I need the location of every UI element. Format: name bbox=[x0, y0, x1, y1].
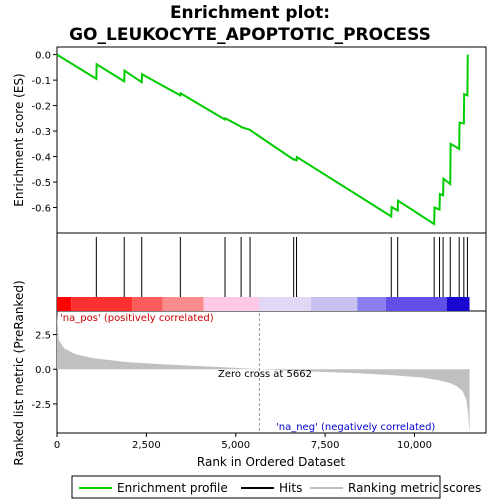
x-tick-label: 7,500 bbox=[311, 440, 340, 451]
x-tick-label: 5,000 bbox=[221, 440, 250, 451]
x-axis-ticks: 0 2,500 5,000 7,500 10,000 bbox=[54, 433, 432, 451]
es-y-tick-label: -0.2 bbox=[31, 102, 51, 113]
metric-y-tick-label: 0.0 bbox=[35, 365, 51, 376]
color-band-segment bbox=[71, 297, 133, 311]
x-tick-label: 10,000 bbox=[397, 440, 432, 451]
legend-es-label: Enrichment profile bbox=[117, 481, 228, 495]
es-panel bbox=[56, 46, 487, 234]
es-y-tick-label: -0.4 bbox=[31, 153, 51, 164]
es-y-tick-label: -0.1 bbox=[31, 76, 51, 87]
chart-title-line1: Enrichment plot: bbox=[170, 3, 330, 23]
metric-y-tick-label: -2.5 bbox=[31, 400, 51, 411]
es-y-tick-label: -0.6 bbox=[31, 204, 51, 215]
color-band-segment bbox=[446, 297, 470, 311]
x-axis-label: Rank in Ordered Dataset bbox=[197, 455, 345, 469]
color-band-segment bbox=[357, 297, 386, 311]
x-tick-label: 0 bbox=[54, 440, 60, 451]
hit-markers bbox=[95, 237, 468, 297]
ranking-color-band bbox=[57, 297, 470, 311]
color-band-segment bbox=[259, 297, 311, 311]
es-series-line bbox=[56, 53, 469, 226]
color-band-segment bbox=[203, 297, 260, 311]
color-band-segment bbox=[132, 297, 163, 311]
metric-y-axis-label: Ranked list metric (PreRanked) bbox=[12, 280, 26, 465]
color-band-segment bbox=[57, 297, 72, 311]
metric-area bbox=[57, 313, 470, 433]
es-y-ticks: 0.0 -0.1 -0.2 -0.3 -0.4 -0.5 -0.6 bbox=[31, 51, 57, 215]
legend-metric-label: Ranking metric scores bbox=[348, 481, 481, 495]
color-band-segment bbox=[162, 297, 204, 311]
es-y-tick-label: -0.3 bbox=[31, 127, 51, 138]
legend: Enrichment profile Hits Ranking metric s… bbox=[71, 475, 481, 499]
legend-hits-label: Hits bbox=[279, 481, 302, 495]
x-tick-label: 2,500 bbox=[132, 440, 161, 451]
color-band-segment bbox=[385, 297, 447, 311]
chart-title-line2: GO_LEUKOCYTE_APOPTOTIC_PROCESS bbox=[69, 25, 431, 45]
enrichment-profile-line bbox=[56, 53, 469, 226]
metric-y-ticks: 2.5 0.0 -2.5 bbox=[31, 331, 57, 411]
metric-area-fill bbox=[57, 313, 470, 433]
es-y-axis-label: Enrichment score (ES) bbox=[12, 73, 26, 206]
zero-cross-label: Zero cross at 5662 bbox=[218, 369, 312, 380]
neg-annotation: 'na_neg' (negatively correlated) bbox=[276, 422, 435, 433]
es-y-tick-label: 0.0 bbox=[35, 51, 51, 62]
es-y-tick-label: -0.5 bbox=[31, 178, 51, 189]
pos-annotation: 'na_pos' (positively correlated) bbox=[60, 313, 214, 324]
metric-y-tick-label: 2.5 bbox=[35, 331, 51, 342]
color-band-segment bbox=[310, 297, 358, 311]
